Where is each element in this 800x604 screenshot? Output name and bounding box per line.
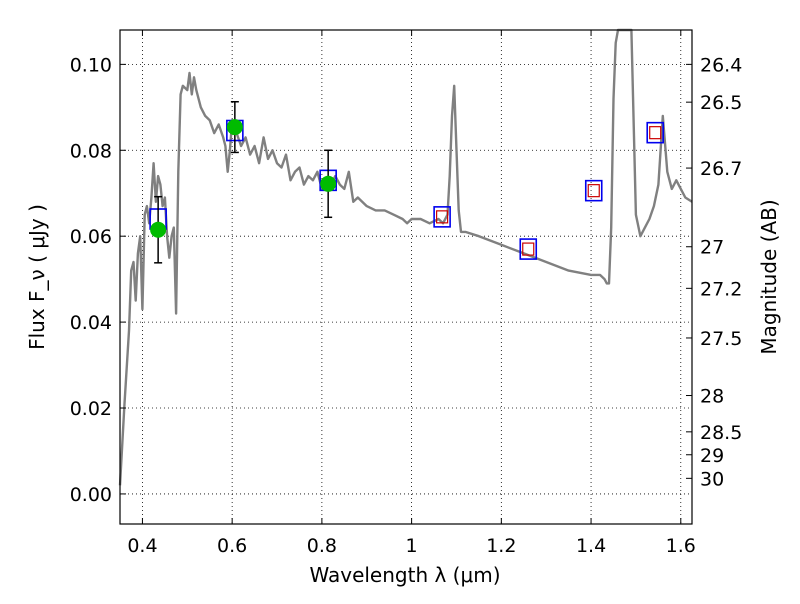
mag-tick-label: 26.7 bbox=[700, 158, 742, 180]
model-square bbox=[584, 179, 603, 202]
mag-tick-label: 27 bbox=[700, 237, 724, 259]
model-inner-square bbox=[436, 210, 449, 224]
sed-model-line bbox=[118, 28, 693, 486]
model-inner-square bbox=[587, 184, 600, 198]
x-tick-label: 1.4 bbox=[576, 535, 606, 557]
y-tick-label: 0.08 bbox=[70, 140, 112, 162]
y-tick-label: 0.10 bbox=[70, 54, 112, 76]
model-inner-square bbox=[522, 242, 535, 256]
mag-tick-label: 27.2 bbox=[700, 278, 742, 300]
grid-lines bbox=[120, 30, 692, 524]
photometry-point bbox=[150, 221, 167, 238]
x-tick-label: 1.2 bbox=[486, 535, 516, 557]
plot-frame bbox=[119, 29, 693, 525]
mag-tick-label: 26.4 bbox=[700, 54, 742, 76]
data-markers bbox=[149, 100, 665, 264]
mag-tick-label: 29 bbox=[700, 445, 724, 467]
x-tick-label: 0.6 bbox=[217, 535, 247, 557]
y-tick-label: 0.02 bbox=[70, 398, 112, 420]
sed-curve bbox=[118, 28, 693, 486]
x-axis-label: Wavelength λ (μm) bbox=[309, 563, 500, 587]
photometry-point bbox=[320, 175, 337, 192]
model-inner-square bbox=[649, 126, 662, 140]
x-tick-label: 0.8 bbox=[307, 535, 337, 557]
photometry-point bbox=[226, 119, 243, 136]
y2-axis-label: Magnitude (AB) bbox=[757, 199, 781, 354]
x-tick-label: 1 bbox=[406, 535, 418, 557]
y-axis-label: Flux F_ν ( μJy ) bbox=[25, 204, 49, 350]
x-tick-label: 1.6 bbox=[666, 535, 696, 557]
model-square bbox=[519, 238, 538, 260]
model-square bbox=[433, 206, 451, 228]
mag-tick-label: 27.5 bbox=[700, 328, 742, 350]
model-square bbox=[646, 121, 665, 144]
mag-tick-label: 28 bbox=[700, 386, 724, 408]
y-tick-label: 0.04 bbox=[70, 312, 112, 334]
x-tick-label: 0.4 bbox=[127, 535, 157, 557]
mag-tick-label: 28.5 bbox=[700, 422, 742, 444]
y-tick-label: 0.00 bbox=[70, 484, 112, 506]
axis-ticks: 0.4 0.6 0.8 1 1.2 1.4 1.6 0.00 0.02 0.04 0.06 0.08 0… bbox=[70, 30, 742, 557]
mag-tick-label: 30 bbox=[700, 468, 724, 490]
mag-tick-label: 26.5 bbox=[700, 92, 742, 114]
y-tick-label: 0.06 bbox=[70, 226, 112, 248]
